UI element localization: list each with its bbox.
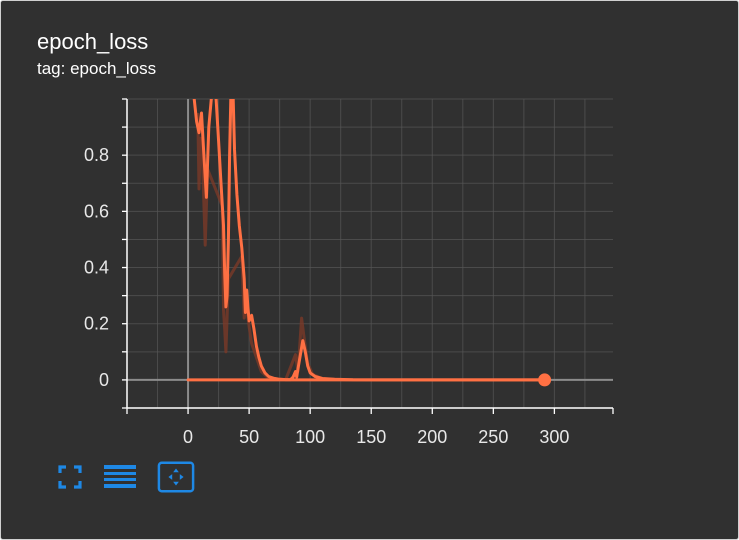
y-tick-label: 0.8 [84,145,109,165]
loss-line [192,99,213,199]
loss-line [231,99,547,382]
y-tick-label: 0.2 [84,314,109,334]
x-tick-label: 100 [295,427,325,447]
y-tick-label: 0 [99,370,109,390]
x-tick-label: 200 [417,427,447,447]
fit-domain-icon [157,461,195,493]
x-tick-label: 250 [478,427,508,447]
x-tick-label: 50 [239,427,259,447]
data-table-button[interactable] [101,461,139,493]
chart-tag: tag: epoch_loss [37,59,157,78]
chart-title: epoch_loss [37,29,149,54]
x-tick-label: 0 [183,427,193,447]
y-tick-label: 0.4 [84,258,109,278]
y-tick-label: 0.6 [84,201,109,221]
fit-domain-button[interactable] [157,461,195,493]
data-table-icon [104,465,136,488]
x-tick-label: 300 [539,427,569,447]
fullscreen-button[interactable] [51,461,89,493]
loss-line [214,99,233,309]
fullscreen-icon [58,465,82,489]
x-tick-label: 150 [356,427,386,447]
